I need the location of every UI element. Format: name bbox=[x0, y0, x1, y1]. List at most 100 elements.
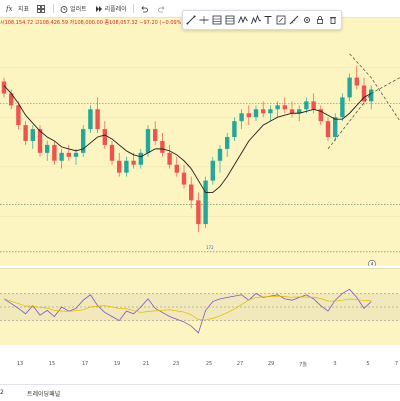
fib-icon bbox=[225, 15, 235, 25]
candle bbox=[225, 137, 230, 149]
replay-label: 리플레이 bbox=[104, 6, 127, 13]
trend-line-tool[interactable] bbox=[185, 14, 198, 27]
time-axis-tick-label: 23 bbox=[172, 361, 180, 367]
ruler-tool[interactable] bbox=[288, 14, 301, 27]
candle bbox=[333, 117, 338, 137]
rsi-chart[interactable] bbox=[0, 269, 400, 345]
grid-layout-icon bbox=[37, 4, 45, 13]
candle bbox=[340, 97, 345, 118]
time-axis-tick-label: 13 bbox=[16, 361, 24, 367]
candle bbox=[289, 109, 295, 114]
candle bbox=[145, 129, 151, 153]
horizontal-line-icon bbox=[199, 16, 209, 24]
drawing-toolbar bbox=[182, 10, 342, 30]
time-axis-tick-label: 17 bbox=[81, 361, 89, 367]
time-axis-tick-label: 3 bbox=[333, 361, 337, 367]
candle bbox=[124, 160, 129, 173]
undo-icon bbox=[141, 5, 148, 12]
time-axis-tick-label: 7월 bbox=[299, 362, 307, 368]
candle bbox=[131, 160, 136, 165]
alarm-clock-icon bbox=[60, 5, 68, 13]
text-icon bbox=[264, 16, 272, 24]
pattern-icon bbox=[250, 15, 261, 25]
candle bbox=[117, 160, 122, 173]
fib-tool[interactable] bbox=[223, 14, 236, 27]
candle bbox=[81, 129, 86, 153]
settings-tool[interactable] bbox=[300, 14, 313, 27]
candle bbox=[160, 140, 165, 153]
candle bbox=[66, 152, 71, 157]
ohlc-high: 고108,426.59 bbox=[34, 20, 69, 26]
trash-icon bbox=[329, 17, 336, 24]
candle bbox=[59, 152, 64, 161]
time-axis-tick-label: 7 bbox=[394, 361, 398, 367]
time-axis-tick-label: 29 bbox=[267, 361, 275, 367]
indicators-label: 지표 bbox=[18, 6, 30, 13]
horizontal-line-tool[interactable] bbox=[198, 14, 211, 27]
layout-button[interactable] bbox=[33, 0, 51, 17]
toolbar-divider bbox=[132, 4, 134, 13]
pattern-tool[interactable] bbox=[249, 14, 262, 27]
time-axis[interactable]: 13 15 17 19 21 23 25 27 29 7월 3 5 7 bbox=[0, 355, 400, 372]
brush-icon bbox=[212, 15, 222, 25]
zigzag-icon bbox=[237, 15, 248, 24]
candle bbox=[16, 105, 21, 126]
candle bbox=[138, 152, 143, 165]
candle bbox=[73, 152, 79, 157]
candle bbox=[196, 200, 201, 225]
brush-tool[interactable] bbox=[211, 14, 224, 27]
candle bbox=[253, 109, 259, 118]
candle bbox=[1, 81, 7, 94]
price-chart-pane[interactable]: 172 4 bbox=[0, 18, 400, 266]
candle bbox=[109, 144, 115, 161]
fx-icon: ƒx bbox=[6, 5, 13, 13]
lock-icon bbox=[316, 16, 323, 24]
ohlc-change: −97.20 (−0.09%) bbox=[139, 20, 184, 26]
indicators-button[interactable]: ƒx 지표 bbox=[2, 0, 33, 17]
candle bbox=[304, 101, 309, 110]
candle bbox=[318, 109, 323, 122]
toolbar-divider bbox=[53, 4, 55, 13]
candle bbox=[217, 148, 223, 161]
price-marker-label: 172 bbox=[206, 245, 214, 250]
drawn-pattern-line bbox=[327, 77, 400, 150]
candle bbox=[30, 129, 35, 141]
notification-count: 4 bbox=[371, 261, 374, 266]
zigzag-tool[interactable] bbox=[236, 14, 249, 27]
candle bbox=[297, 109, 302, 114]
svg-text:ƒx: ƒx bbox=[6, 5, 13, 13]
ohlc-open: 시108,154.72 bbox=[0, 20, 34, 26]
candle bbox=[239, 113, 244, 122]
replay-button[interactable]: 리플레이 bbox=[91, 0, 131, 17]
candle bbox=[52, 144, 57, 161]
candle bbox=[232, 121, 237, 137]
delete-tool[interactable] bbox=[326, 14, 339, 27]
candle bbox=[311, 101, 316, 110]
candle bbox=[203, 180, 208, 225]
rsi-pane[interactable] bbox=[0, 268, 400, 345]
candle bbox=[45, 144, 50, 153]
trading-panel-button[interactable]: 트레이딩패널 bbox=[27, 391, 61, 398]
alerts-button[interactable]: 얼러트 bbox=[56, 0, 91, 17]
redo-button[interactable] bbox=[154, 0, 172, 17]
alerts-label: 얼러트 bbox=[70, 6, 87, 13]
candle bbox=[246, 113, 251, 118]
rsi-line bbox=[3, 288, 372, 334]
candle bbox=[9, 93, 14, 106]
text-tool[interactable] bbox=[262, 14, 275, 27]
candle bbox=[102, 129, 107, 145]
candle bbox=[275, 105, 280, 110]
settings-icon bbox=[303, 17, 310, 23]
ruler-icon bbox=[289, 15, 299, 25]
measure-icon bbox=[276, 15, 286, 25]
candle bbox=[347, 77, 352, 98]
candle bbox=[174, 164, 179, 173]
redo-icon bbox=[157, 5, 165, 12]
candle bbox=[153, 129, 158, 141]
time-axis-tick-label: 21 bbox=[142, 361, 150, 367]
candle bbox=[325, 121, 331, 137]
lock-tool[interactable] bbox=[313, 14, 326, 27]
measure-tool[interactable] bbox=[275, 14, 288, 27]
undo-button[interactable] bbox=[136, 0, 154, 17]
